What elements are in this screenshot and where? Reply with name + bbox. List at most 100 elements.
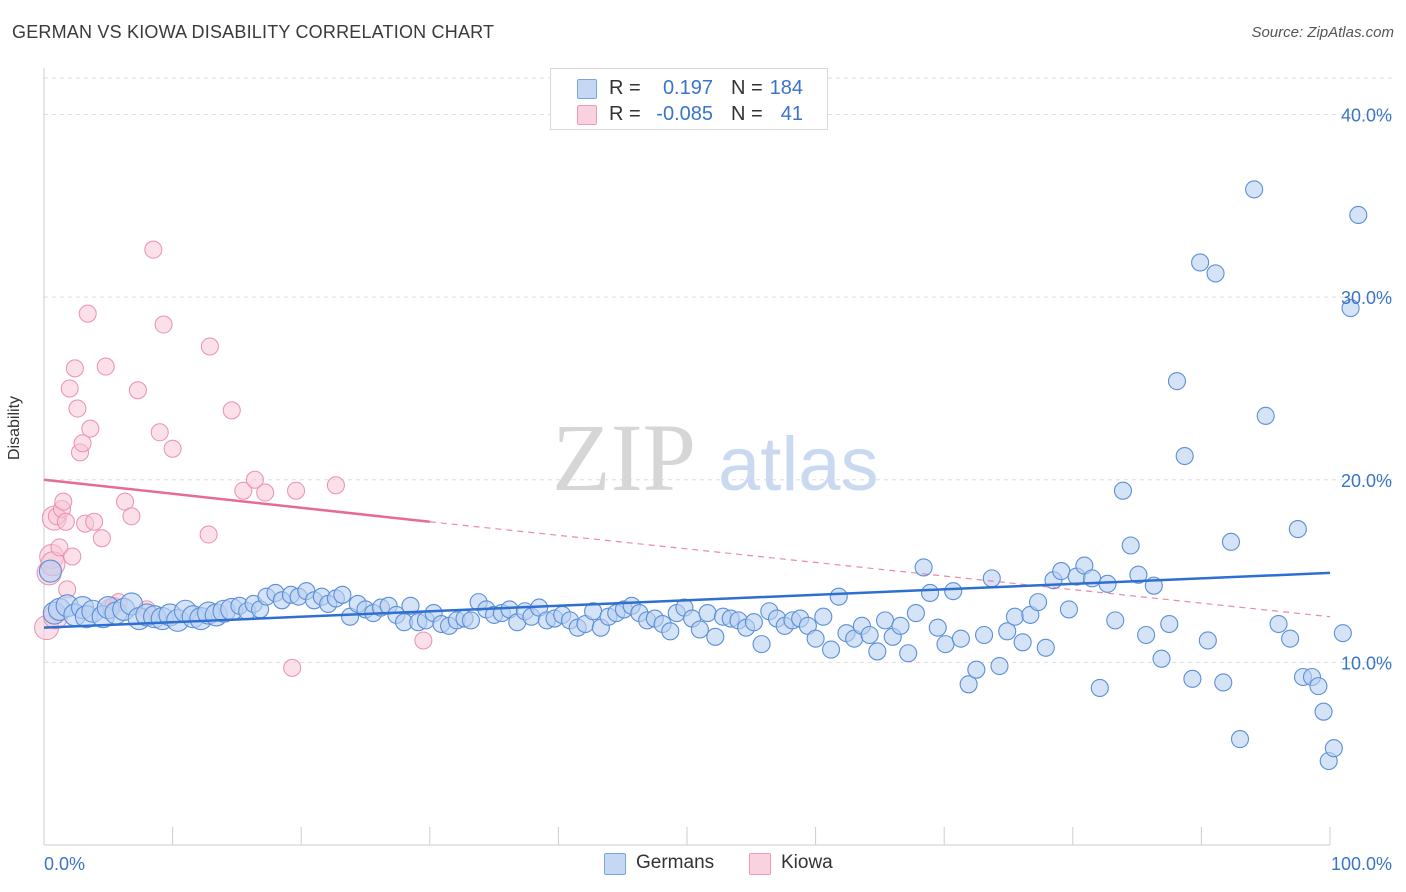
german-point	[821, 640, 841, 659]
chart-title: GERMAN VS KIOWA DISABILITY CORRELATION C…	[12, 22, 495, 42]
correlation-legend: R = 0.197 N = 184 R = -0.085 N = 41	[550, 68, 828, 130]
kiowa-point	[92, 529, 111, 548]
german-point	[1288, 520, 1307, 539]
german-point	[1256, 406, 1275, 425]
german-point	[1106, 611, 1125, 630]
german-point	[1121, 536, 1140, 555]
kiowa-point	[234, 481, 253, 500]
german-point	[868, 642, 887, 661]
kiowa-point	[56, 512, 75, 531]
legend-swatch-germans	[604, 853, 626, 875]
german-point	[1221, 532, 1241, 551]
kiowa-point	[154, 315, 173, 334]
german-point	[944, 582, 963, 601]
y-tick-labels: 10.0% 20.0% 30.0% 40.0%	[1341, 106, 1392, 674]
german-point	[706, 627, 725, 646]
german-point	[1183, 669, 1202, 688]
kiowa-point	[256, 483, 275, 502]
german-point	[1005, 607, 1024, 626]
kiowa-point	[60, 379, 79, 398]
german-point	[1245, 180, 1264, 199]
german-point	[975, 625, 994, 645]
german-point	[1152, 649, 1171, 668]
german-point	[914, 558, 933, 577]
german-point	[829, 587, 848, 606]
german-point	[744, 613, 763, 632]
german-point	[1269, 614, 1288, 634]
source-label: Source: ZipAtlas.com	[1251, 24, 1394, 41]
german-point	[1333, 624, 1352, 643]
kiowa-point	[163, 439, 182, 458]
x-tick-label: 0.0%	[44, 854, 85, 874]
german-point	[1198, 631, 1217, 650]
kiowa-point	[122, 507, 141, 526]
german-point	[333, 585, 352, 604]
german-point	[1281, 629, 1300, 648]
kiowa-point	[245, 470, 264, 489]
legend-r-label: R =	[609, 77, 641, 99]
kiowa-point	[414, 631, 433, 650]
german-point	[1090, 678, 1109, 697]
kiowa-point	[85, 512, 104, 531]
legend-n-value: 41	[780, 103, 803, 125]
german-point	[1314, 702, 1333, 721]
kiowa-point	[68, 399, 87, 418]
german-point	[990, 656, 1009, 676]
y-tick-label: 40.0%	[1341, 106, 1392, 126]
german-point	[959, 675, 978, 694]
kiowa-point	[326, 476, 345, 495]
german-point	[998, 622, 1017, 641]
legend-swatch-kiowa	[577, 105, 597, 125]
kiowa-trend-line	[43, 478, 430, 524]
german-point	[1113, 481, 1133, 500]
german-point	[982, 569, 1001, 588]
german-point	[698, 604, 717, 623]
kiowa-point	[65, 359, 84, 378]
german-point	[921, 583, 940, 603]
grid-lines	[44, 77, 1392, 663]
german-point	[1036, 638, 1055, 657]
german-point	[401, 596, 420, 615]
german-points	[38, 180, 1368, 771]
german-point	[1129, 565, 1148, 584]
german-point	[1324, 739, 1343, 758]
watermark-zip: ZIP	[552, 404, 696, 511]
german-point	[814, 607, 833, 626]
german-point	[1214, 673, 1233, 692]
german-point	[1167, 372, 1187, 391]
kiowa-point	[287, 481, 306, 500]
kiowa-trend-extension	[429, 521, 1331, 618]
watermark: ZIP atlas	[552, 404, 879, 511]
german-point	[1052, 562, 1071, 581]
german-point	[891, 616, 910, 635]
german-point	[1341, 299, 1360, 318]
x-tick-label: 100.0%	[1331, 854, 1392, 874]
kiowa-point	[78, 304, 97, 323]
german-point	[875, 611, 895, 630]
kiowa-point	[128, 381, 147, 400]
y-axis-label: Disability	[6, 395, 23, 460]
german-point	[928, 618, 947, 637]
german-point	[860, 625, 879, 645]
german-point	[461, 611, 481, 630]
kiowa-point	[54, 492, 73, 511]
german-point	[38, 559, 62, 583]
axes	[43, 68, 1331, 846]
german-point	[1230, 730, 1250, 749]
kiowa-point	[73, 434, 92, 453]
german-point	[899, 644, 918, 663]
y-tick-label: 10.0%	[1341, 653, 1392, 673]
german-point	[1175, 446, 1194, 466]
german-point	[967, 660, 986, 679]
german-point	[1191, 253, 1210, 272]
legend-r-label: R =	[609, 103, 641, 125]
legend-r-value: -0.085	[656, 103, 713, 125]
kiowa-point	[144, 240, 163, 259]
kiowa-point	[200, 337, 219, 356]
legend-swatch-kiowa	[749, 853, 771, 875]
german-point	[752, 635, 771, 654]
kiowa-point	[96, 357, 115, 376]
legend-n-value: 184	[769, 77, 803, 99]
kiowa-point	[50, 538, 69, 557]
